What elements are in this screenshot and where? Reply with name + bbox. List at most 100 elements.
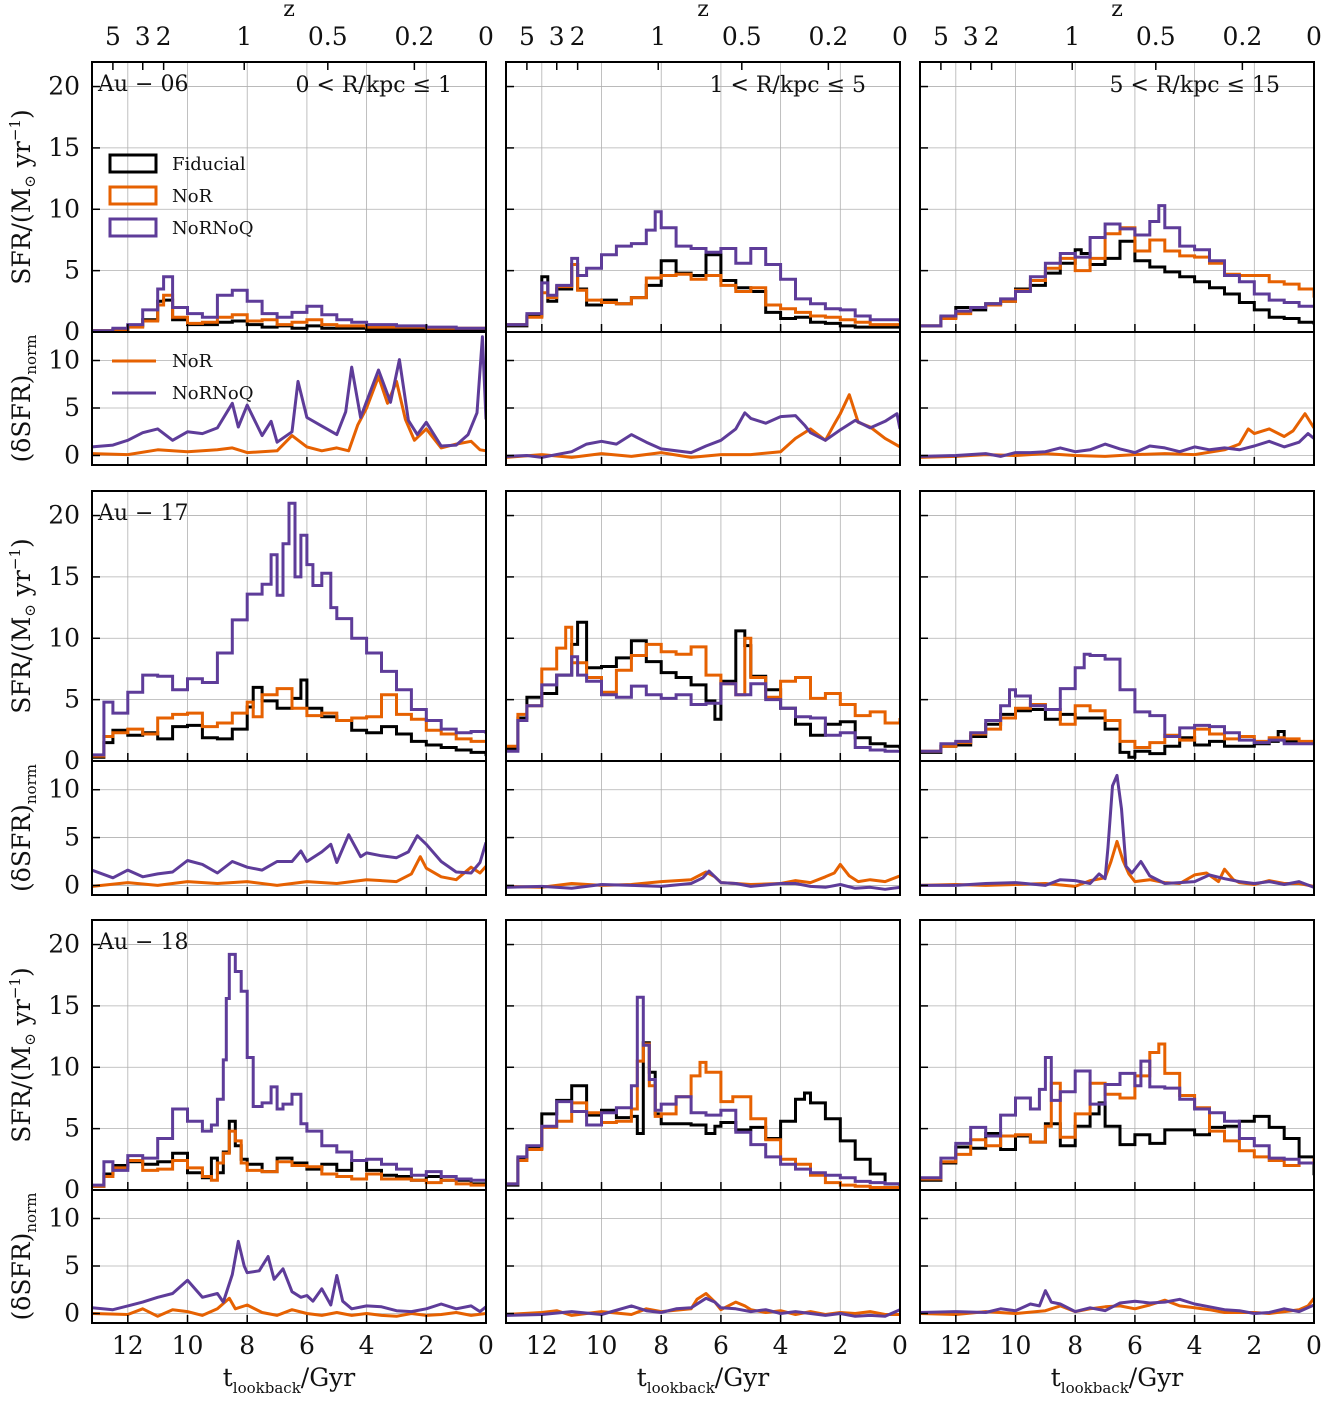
panel-frame-r3-c1 [91,919,487,1324]
sfr-line-nornoq-r3-c3 [920,1056,1314,1180]
radial-bin-label: 0 < R/kpc ≤ 1 [295,73,452,98]
y-tick-label-sfr: 5 [64,1114,80,1143]
sfr-axis-label: SFR/(M⊙ yr−1) [6,538,39,714]
x-tick-label: 4 [359,1331,375,1360]
x-tick-label: 6 [299,1331,315,1360]
panel-frame-r3-c3 [919,919,1315,1324]
z-tick-label: 0.5 [722,22,762,51]
x-tick-label: 2 [1246,1331,1262,1360]
panel-frame-r3-c2 [505,919,901,1324]
series-layer [92,204,1314,1318]
dsfr-line-nor-r1-c1 [92,375,486,457]
dsfr-line-nor-r3-c1 [92,1296,486,1318]
x-tick-label: 8 [239,1331,255,1360]
legend-swatch-nornoq [108,217,158,238]
z-tick-label: 3 [135,22,151,51]
z-tick-label: 5 [933,22,949,51]
sfr-line-nornoq-r1-c2 [506,210,900,327]
dsfr-line-nornoq-r2-c1 [92,833,486,880]
z-tick-label: 3 [549,22,565,51]
x-tick-label: 6 [713,1331,729,1360]
sfr-line-nornoq-r1-c3 [920,204,1314,328]
y-tick-label-sfr: 10 [48,1052,80,1081]
z-tick-label: 5 [105,22,121,51]
y-tick-label-sfr: 10 [48,194,80,223]
y-tick-label-dsfr: 5 [64,393,80,422]
panel-series-r3-c1 [92,952,486,1318]
y-tick-label-sfr: 15 [48,133,80,162]
x-tick-label: 12 [526,1331,558,1360]
x-tick-label: 12 [940,1331,972,1360]
y-tick-label-sfr: 15 [48,562,80,591]
frame-layer [91,61,1315,1324]
galaxy-label: Au − 18 [97,930,188,955]
panel-frame-r1-c2 [505,61,901,466]
legend-label-dsfr-nornoq: NoRNoQ [172,383,253,404]
y-tick-label-dsfr: 0 [64,1299,80,1328]
z-tick-label: 0.2 [394,22,434,51]
z-tick-label: 1 [1064,22,1080,51]
galaxy-label: Au − 06 [97,72,188,97]
dsfr-line-nornoq-r1-c2 [506,411,900,459]
dsfr-line-nor-r1-c3 [920,412,1314,459]
z-axis-label: z [283,0,295,22]
panel-series-r2-c2 [506,620,900,891]
x-axis-label: tlookback/Gyr [637,1363,770,1397]
dsfr-line-nor-r2-c1 [92,855,486,888]
x-axis-label: tlookback/Gyr [1051,1363,1184,1397]
legend-label-nor: NoR [172,186,213,207]
legend-swatch-fiducial [108,153,158,174]
y-tick-label-sfr: 0 [64,317,80,346]
sfr-line-nornoq-r2-c1 [92,501,486,757]
sfr-line-nor-r3-c3 [920,1042,1314,1181]
y-tick-label-dsfr: 5 [64,823,80,852]
z-tick-label: 2 [570,22,586,51]
panel-series-r3-c2 [506,995,900,1318]
z-tick-label: 1 [650,22,666,51]
sfr-line-nornoq-r2-c3 [920,652,1314,753]
dsfr-line-nornoq-r2-c3 [920,773,1314,889]
y-tick-label-dsfr: 5 [64,1251,80,1280]
y-tick-label-sfr: 15 [48,991,80,1020]
legend-label-dsfr-nor: NoR [172,351,213,372]
panel-frame-r2-c2 [505,490,901,896]
z-tick-label: 2 [156,22,172,51]
panel-series-r2-c1 [92,501,486,888]
legend-label-fiducial: Fiducial [172,154,246,175]
y-tick-label-sfr: 5 [64,685,80,714]
sfr-line-nor-r1-c1 [92,293,486,333]
legend-label-nornoq: NoRNoQ [172,218,253,239]
dsfr-line-nornoq-r3-c3 [920,1289,1314,1315]
dsfr-line-nornoq-r3-c1 [92,1239,486,1314]
x-tick-label: 4 [1187,1331,1203,1360]
sfr-axis-label: SFR/(M⊙ yr−1) [6,109,39,285]
x-tick-label: 2 [832,1331,848,1360]
x-tick-label: 6 [1127,1331,1143,1360]
x-tick-label: 0 [1306,1331,1322,1360]
z-tick-label: 2 [984,22,1000,51]
dsfr-line-nornoq-r3-c2 [506,1296,900,1318]
y-tick-label-sfr: 0 [64,1175,80,1204]
radial-bin-label: 1 < R/kpc ≤ 5 [709,73,866,98]
sfr-line-fiducial-r3-c3 [920,1101,1314,1182]
sfr-line-fiducial-r3-c1 [92,1119,486,1188]
y-tick-label-dsfr: 10 [48,1204,80,1233]
x-tick-label: 0 [478,1331,494,1360]
sfr-line-nor-r1-c2 [506,263,900,327]
x-tick-label: 10 [586,1331,618,1360]
dsfr-line-nornoq-r2-c2 [506,869,900,891]
sfr-line-nor-r2-c1 [92,687,486,758]
x-axis-label: tlookback/Gyr [223,1363,356,1397]
grid-layer [92,62,1315,1323]
y-tick-label-sfr: 20 [48,930,80,959]
sfr-line-nornoq-r3-c2 [506,995,900,1186]
y-tick-label-sfr: 20 [48,501,80,530]
z-tick-label: 0.2 [1222,22,1262,51]
x-tick-label: 8 [653,1331,669,1360]
y-tick-label-sfr: 0 [64,746,80,775]
z-tick-label: 0 [478,22,494,51]
z-axis-label: z [1111,0,1123,22]
y-tick-label-dsfr: 0 [64,441,80,470]
z-tick-label: 0 [1306,22,1322,51]
